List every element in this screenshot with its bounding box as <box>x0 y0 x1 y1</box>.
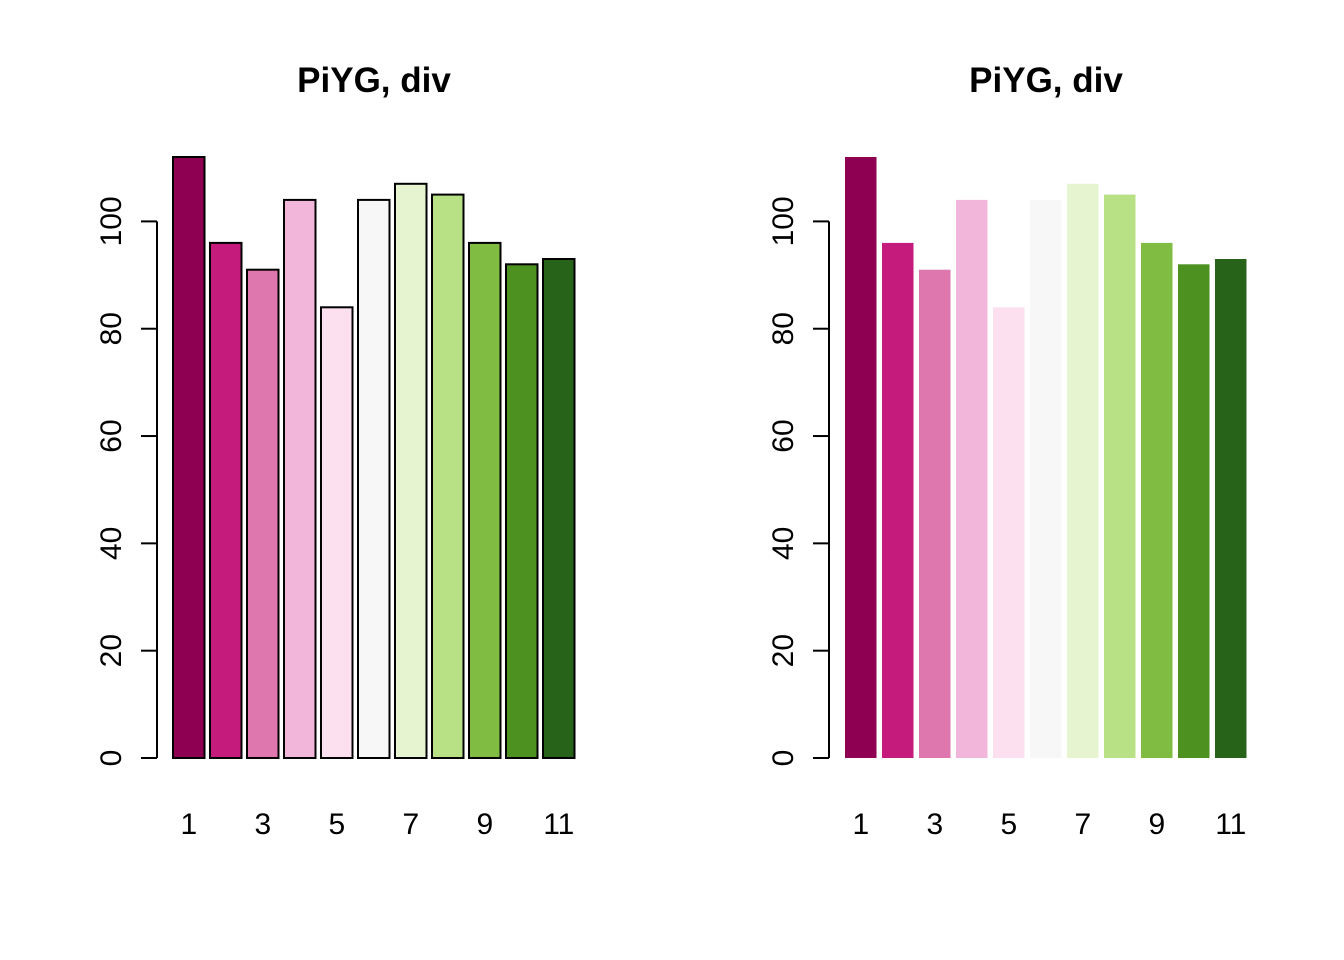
x-tick-label: 3 <box>254 808 271 841</box>
x-tick-label: 9 <box>1148 808 1165 841</box>
bar-2 <box>209 241 243 759</box>
x-tick-label: 11 <box>1215 808 1246 841</box>
y-tick-label: 60 <box>767 419 800 452</box>
bar-7 <box>1067 183 1099 759</box>
y-tick-label: 80 <box>95 312 128 345</box>
bar-10 <box>1178 264 1210 758</box>
bar-1 <box>172 156 206 759</box>
bar-4 <box>283 198 317 759</box>
y-tick-label: 40 <box>95 527 128 560</box>
x-tick-label: 1 <box>180 808 197 841</box>
x-tick-label: 11 <box>543 808 574 841</box>
y-tick-label: 20 <box>767 634 800 667</box>
bar-1 <box>845 157 877 758</box>
bar-11 <box>542 258 576 759</box>
y-tick-label: 0 <box>767 750 800 767</box>
x-tick-label: 7 <box>402 808 419 841</box>
bar-5 <box>320 306 354 759</box>
y-tick-label: 40 <box>767 527 800 560</box>
y-tick-label: 20 <box>95 634 128 667</box>
bar-3 <box>919 269 951 758</box>
bar-7 <box>394 182 428 760</box>
x-tick-label: 9 <box>476 808 493 841</box>
bar-9 <box>1141 242 1173 758</box>
x-tick-label: 5 <box>328 808 345 841</box>
chart-title: PiYG, div <box>969 61 1123 100</box>
bar-11 <box>1215 259 1247 758</box>
bar-8 <box>1104 194 1136 759</box>
chart-panel-left: PiYG, div 0 20 40 60 80 100 1 3 5 7 9 11 <box>95 61 576 841</box>
x-tick-label: 5 <box>1000 808 1017 841</box>
chart-panel-right: PiYG, div 0 20 40 60 80 100 1 3 5 7 9 11 <box>767 61 1247 841</box>
x-tick-label: 7 <box>1074 808 1091 841</box>
y-tick-label: 60 <box>95 419 128 452</box>
y-tick-label: 80 <box>767 312 800 345</box>
bar-10 <box>505 263 539 759</box>
bar-4 <box>956 199 988 758</box>
bar-8 <box>431 193 465 760</box>
bar-6 <box>1030 199 1062 758</box>
bar-3 <box>246 268 280 759</box>
x-tick-label: 3 <box>926 808 943 841</box>
chart-title: PiYG, div <box>297 61 451 100</box>
y-tick-label: 100 <box>767 196 800 246</box>
y-tick-label: 0 <box>95 750 128 767</box>
bar-9 <box>468 241 502 759</box>
bar-6 <box>357 198 391 759</box>
bar-5 <box>993 307 1025 758</box>
y-tick-label: 100 <box>95 196 128 246</box>
bar-2 <box>882 242 914 758</box>
x-tick-label: 1 <box>852 808 869 841</box>
